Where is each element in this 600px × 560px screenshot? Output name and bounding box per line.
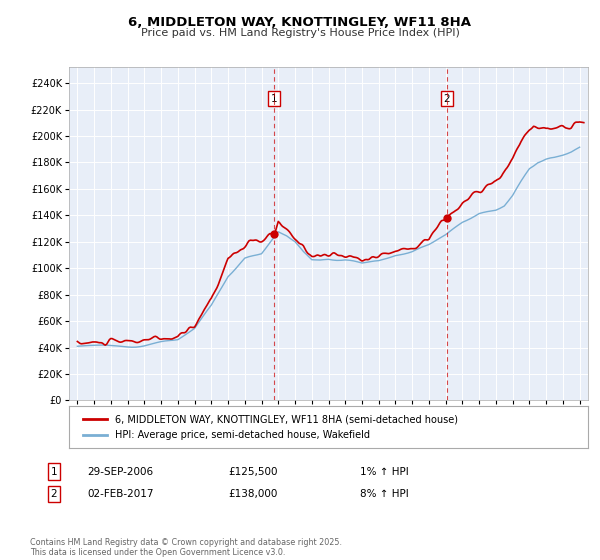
Text: Price paid vs. HM Land Registry's House Price Index (HPI): Price paid vs. HM Land Registry's House …	[140, 28, 460, 38]
Text: £125,500: £125,500	[228, 466, 277, 477]
Text: 1: 1	[271, 94, 277, 104]
Text: 02-FEB-2017: 02-FEB-2017	[87, 489, 154, 499]
Text: 6, MIDDLETON WAY, KNOTTINGLEY, WF11 8HA: 6, MIDDLETON WAY, KNOTTINGLEY, WF11 8HA	[128, 16, 472, 29]
Legend: 6, MIDDLETON WAY, KNOTTINGLEY, WF11 8HA (semi-detached house), HPI: Average pric: 6, MIDDLETON WAY, KNOTTINGLEY, WF11 8HA …	[79, 410, 462, 444]
Text: 2: 2	[444, 94, 451, 104]
Text: 1% ↑ HPI: 1% ↑ HPI	[360, 466, 409, 477]
Text: £138,000: £138,000	[228, 489, 277, 499]
Text: 29-SEP-2006: 29-SEP-2006	[87, 466, 153, 477]
Text: 8% ↑ HPI: 8% ↑ HPI	[360, 489, 409, 499]
Text: Contains HM Land Registry data © Crown copyright and database right 2025.
This d: Contains HM Land Registry data © Crown c…	[30, 538, 342, 557]
Text: 1: 1	[50, 466, 58, 477]
Text: 2: 2	[50, 489, 58, 499]
